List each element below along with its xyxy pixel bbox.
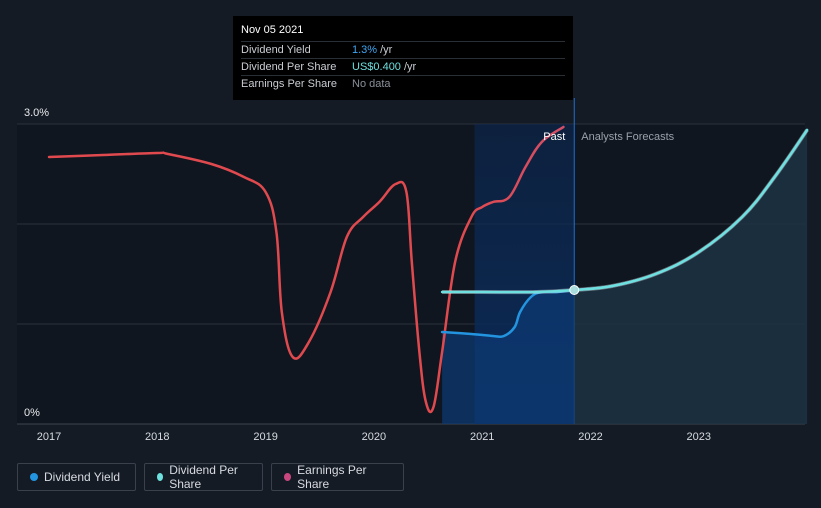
x-tick-label: 2023 bbox=[687, 431, 711, 443]
tooltip-row: Earnings Per Share No data bbox=[241, 75, 565, 92]
legend-dot-icon bbox=[157, 473, 164, 481]
x-tick-label: 2018 bbox=[145, 431, 169, 443]
past-label: Past bbox=[543, 131, 565, 143]
y-tick-label-bottom: 0% bbox=[24, 407, 40, 419]
tooltip-row-unit: /yr bbox=[380, 44, 393, 56]
x-tick-label: 2017 bbox=[37, 431, 61, 443]
forecast-label: Analysts Forecasts bbox=[581, 131, 674, 143]
legend-dividend-per-share[interactable]: Dividend Per Share bbox=[144, 463, 263, 491]
tooltip: Nov 05 2021 Dividend Yield 1.3%/yr Dividen… bbox=[233, 16, 573, 100]
tooltip-row-label: Earnings Per Share bbox=[241, 78, 337, 90]
x-tick-label: 2020 bbox=[362, 431, 386, 443]
y-tick-label-top: 3.0% bbox=[24, 107, 49, 119]
tooltip-row-value: US$0.400 bbox=[352, 61, 401, 73]
tooltip-row-unit: /yr bbox=[403, 61, 417, 73]
tooltip-row: Dividend Yield 1.3%/yr bbox=[241, 41, 565, 58]
earnings-per-share-line bbox=[47, 125, 565, 414]
x-tick-label: 2022 bbox=[578, 431, 602, 443]
legend-earnings-per-share[interactable]: Earnings Per Share bbox=[271, 463, 404, 491]
tooltip-row-value: No data bbox=[352, 78, 391, 90]
tooltip-row-value: 1.3% bbox=[352, 44, 378, 56]
tooltip-row-label: Dividend Yield bbox=[241, 44, 311, 56]
legend-dividend-yield[interactable]: Dividend Yield bbox=[17, 463, 136, 491]
x-tick-label: 2019 bbox=[253, 431, 277, 443]
legend-label: Earnings Per Share bbox=[297, 463, 367, 491]
highlight-point bbox=[569, 285, 580, 295]
tooltip-row-label: Dividend Per Share bbox=[241, 61, 337, 73]
legend-label: Dividend Per Share bbox=[169, 463, 238, 491]
tooltip-row: Dividend Per Share US$0.400/yr bbox=[241, 58, 565, 75]
legend-label: Dividend Yield bbox=[44, 470, 121, 484]
legend-dot-icon bbox=[284, 473, 292, 481]
x-tick-label: 2021 bbox=[470, 431, 494, 443]
dividend-per-share-line bbox=[440, 128, 809, 294]
tooltip-date: Nov 05 2021 bbox=[241, 24, 304, 36]
legend-dot-icon bbox=[30, 473, 38, 481]
dividend-yield-area bbox=[442, 290, 575, 424]
forecast-area bbox=[574, 130, 808, 424]
